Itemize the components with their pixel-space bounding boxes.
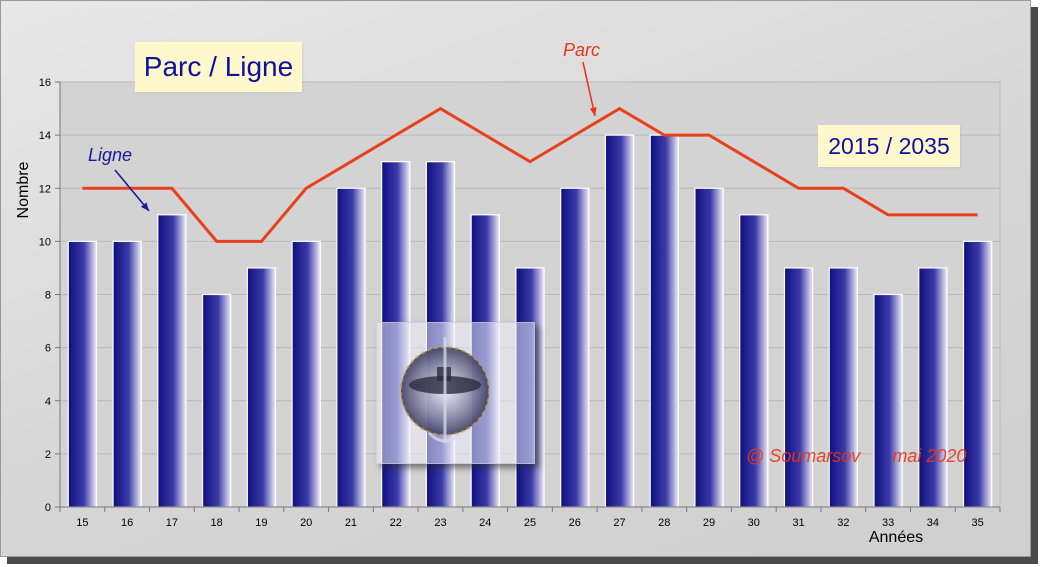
x-tick-label: 17 [166,517,178,529]
x-axis-title: Années [869,529,923,546]
x-tick-label: 15 [76,517,88,529]
y-tick-label: 0 [45,502,51,514]
ligne-series-label: Ligne [88,145,133,165]
bar-ligne-28 [649,134,679,508]
x-tick-label: 27 [613,517,625,529]
bar-ligne-21 [336,187,366,508]
line-series-parc [82,106,978,243]
x-tick-label: 29 [703,517,715,529]
bar-ligne-33 [873,293,903,508]
y-tick-label: 6 [45,343,51,355]
y-tick-label: 10 [39,236,51,248]
ligne-arrow-shaft [114,169,150,212]
x-tick-label: 24 [479,517,491,529]
x-tick-label: 22 [390,517,402,529]
bar-ligne-26 [560,187,590,508]
bar-ligne-19 [246,267,277,508]
bar-ligne-30 [739,214,769,508]
bar-ligne-34 [918,267,948,508]
x-tick-label: 16 [121,517,133,529]
x-tick-label: 20 [300,517,312,529]
x-tick-label: 19 [255,517,267,529]
x-tick-label: 25 [524,517,536,529]
y-tick-label: 12 [39,183,51,195]
bar-ligne-31 [783,267,814,508]
period-label: 2015 / 2035 [818,125,960,167]
bar-series-ligne [67,134,993,508]
x-tick-label: 28 [658,517,670,529]
bar-ligne-32 [828,267,859,508]
y-tick-label: 8 [45,290,51,302]
bar-ligne-18 [201,293,232,508]
bar-ligne-16 [112,240,142,508]
x-tick-label: 30 [748,517,760,529]
x-tick-label: 32 [837,517,849,529]
x-tick-label: 34 [927,517,939,529]
parc-series-label: Parc [563,40,601,60]
credit-author: @ Soumarsov [746,446,861,466]
bar-ligne-29 [694,187,724,508]
bar-ligne-27 [604,134,635,508]
x-tick-label: 26 [569,517,581,529]
y-axis-title: Nombre [15,161,32,218]
annotation-arrows [114,61,597,212]
emblem-icon [400,337,490,443]
x-tick-label: 18 [211,517,223,529]
x-tick-label: 33 [882,517,894,529]
y-tick-label: 16 [39,77,51,89]
bar-ligne-35 [962,240,993,508]
x-tick-label: 21 [345,517,357,529]
parc-arrow-shaft [582,61,596,117]
x-tick-label: 35 [971,517,983,529]
bar-ligne-17 [157,214,187,508]
x-tick-label: 23 [434,517,446,529]
parc-arrow-head [589,107,597,116]
credit-text: @ Soumarsov mai 2020 [746,446,966,467]
x-tick-label: 31 [792,517,804,529]
y-tick-label: 14 [39,130,51,142]
bar-ligne-20 [291,240,321,508]
submarine-emblem-watermark [376,322,535,464]
y-tick-label: 2 [45,449,51,461]
credit-date: mai 2020 [892,446,967,466]
chart-title: Parc / Ligne [135,42,302,92]
ligne-arrow-head [141,202,149,211]
bar-ligne-15 [67,240,98,508]
y-tick-label: 4 [45,396,51,408]
